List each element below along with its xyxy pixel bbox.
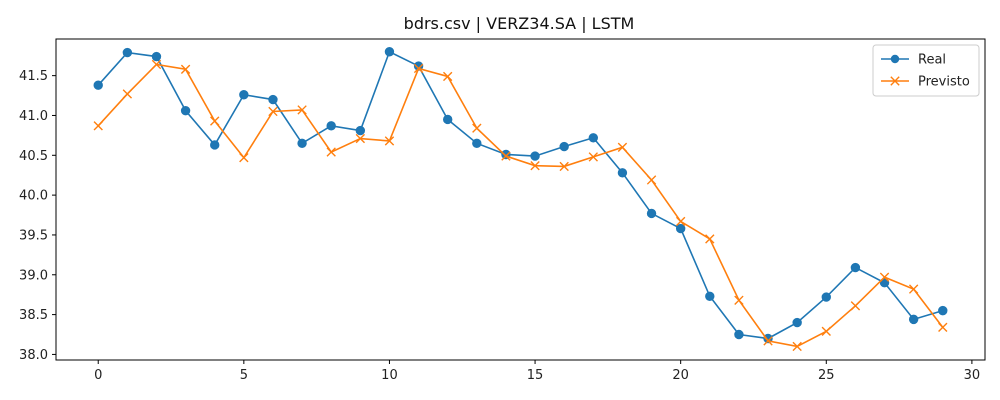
legend-marker-previsto [890,76,900,86]
y-tick-label: 41.0 [19,109,48,124]
y-tick-label: 39.0 [19,268,48,283]
data-point-real [675,223,686,234]
plot-series [93,47,948,352]
data-point-previsto [705,234,715,244]
data-point-real [734,329,744,340]
data-point-real [384,47,395,57]
data-point-previsto [122,89,133,99]
x-tick-label: 20 [672,368,689,383]
series-line-previsto [97,63,944,348]
legend-box [872,44,980,97]
x-tick-label: 25 [818,368,835,383]
data-point-previsto [151,59,162,70]
data-point-real [530,151,540,161]
data-point-previsto [675,216,686,227]
y-tick-label: 38.5 [19,308,48,323]
data-point-previsto [850,301,861,311]
data-point-real [792,317,802,328]
y-axis: 38.0 38.5 39.0 39.5 40.0 40.5 41.0 41.5 [19,69,56,363]
data-point-real [355,125,366,136]
data-point-real [151,51,162,62]
data-point-real [180,105,191,116]
data-point-previsto [268,106,278,117]
y-tick-label: 41.5 [19,69,48,84]
y-tick-label: 39.5 [19,228,48,243]
data-point-real [268,94,278,105]
data-point-previsto [384,136,395,146]
data-point-previsto [879,272,890,282]
plot-frame [55,38,986,361]
x-axis: 0 5 10 15 20 25 30 [94,360,980,383]
data-point-real [821,292,831,302]
data-point-real [879,278,890,288]
series-line-real [97,50,944,340]
data-point-real [908,314,919,325]
x-tick-label: 5 [240,368,248,383]
data-point-real [472,138,482,149]
data-point-previsto [908,284,919,294]
data-point-real [122,47,133,58]
data-point-previsto [734,295,744,305]
legend-label-previsto: Previsto [918,75,970,90]
data-point-previsto [326,147,336,157]
legend-marker-real [890,54,900,64]
data-point-real [239,90,249,100]
data-point-previsto [646,175,657,185]
y-tick-label: 38.0 [19,348,48,363]
data-point-previsto [442,71,453,82]
data-point-previsto [821,326,831,337]
chart-title: bdrs.csv | VERZ34.SA | LSTM [404,14,635,33]
series-previsto [93,59,948,352]
x-tick-label: 15 [527,368,544,383]
data-point-real [617,168,628,178]
data-point-previsto [297,105,307,115]
data-point-previsto [792,341,802,352]
data-point-real [210,140,220,150]
data-point-previsto [180,64,191,74]
data-point-previsto [617,142,628,153]
y-tick-label: 40.0 [19,189,48,204]
data-point-previsto [559,161,569,172]
data-point-real [938,305,948,316]
data-point-real [850,262,861,273]
data-point-previsto [355,133,366,144]
data-point-real [646,208,657,219]
legend-label-real: Real [918,53,946,68]
data-point-previsto [588,152,599,162]
data-point-real [297,138,307,149]
data-point-previsto [210,116,220,126]
data-point-previsto [501,151,511,161]
data-point-real [559,141,569,152]
data-point-previsto [239,152,249,163]
data-point-previsto [93,121,103,131]
data-point-real [93,80,103,90]
data-point-real [326,121,336,131]
data-point-previsto [472,123,482,133]
y-tick-label: 40.5 [19,149,48,164]
x-tick-label: 0 [94,368,102,383]
data-point-previsto [413,63,424,74]
x-tick-label: 10 [381,368,398,383]
data-point-previsto [763,336,773,346]
data-point-previsto [530,160,540,171]
data-point-previsto [938,322,948,333]
data-point-real [705,291,715,301]
legend: Real Previsto [872,44,980,97]
series-real [93,47,948,344]
data-point-real [588,133,599,143]
data-point-real [442,114,453,125]
x-tick-label: 30 [964,368,981,383]
